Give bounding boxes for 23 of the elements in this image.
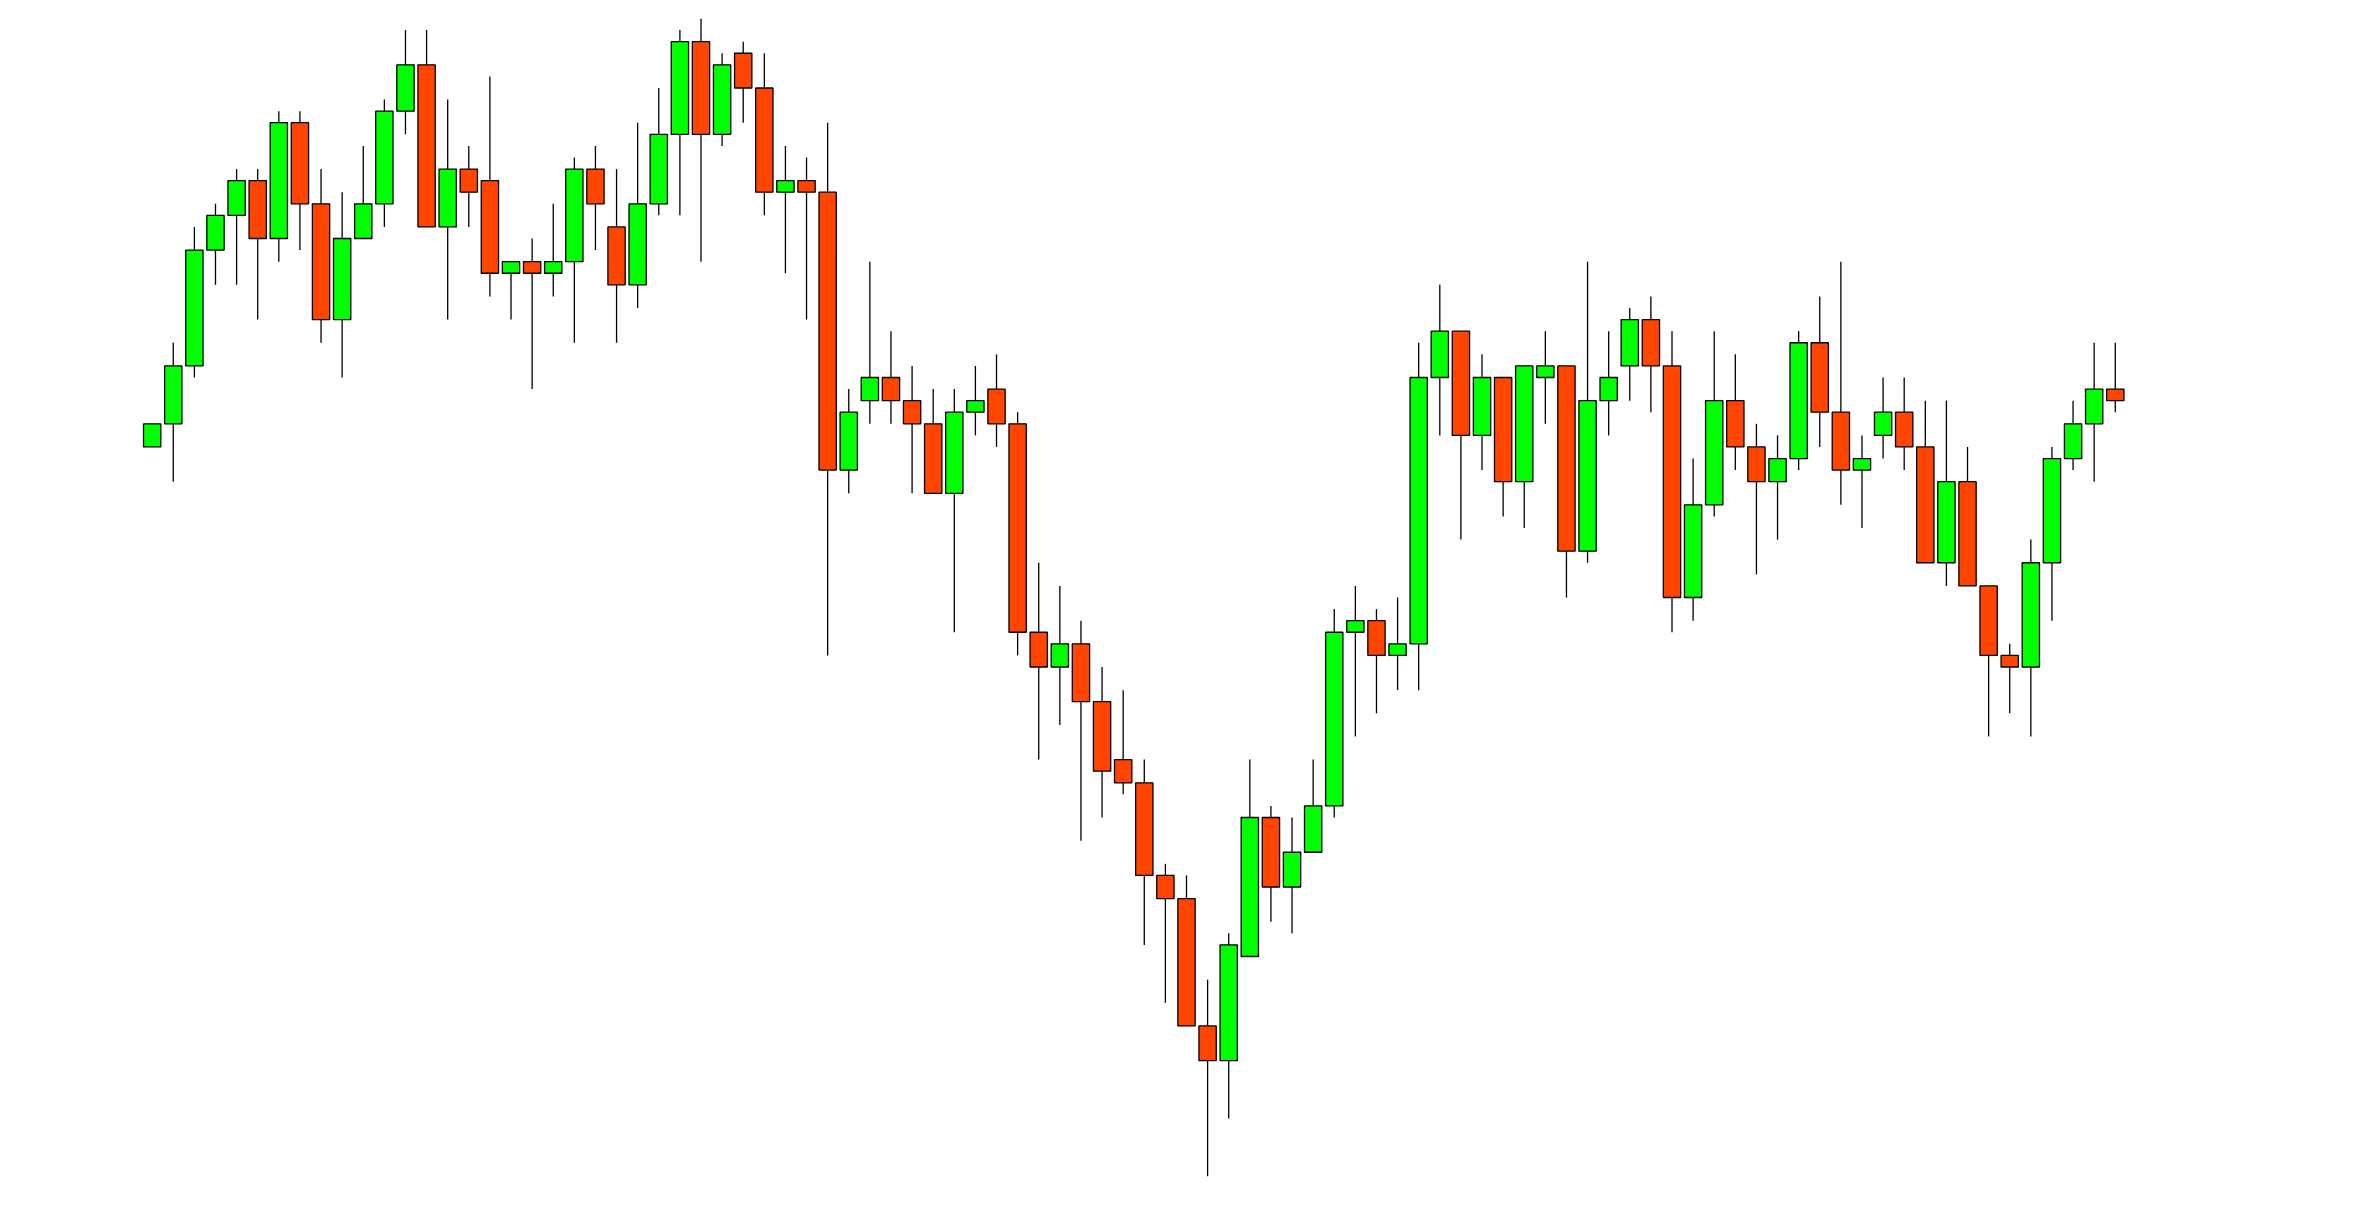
candlestick	[2105, 342, 2125, 413]
candlestick	[860, 261, 880, 425]
candlestick	[1050, 585, 1070, 726]
candlestick	[1113, 689, 1133, 796]
candlestick	[142, 423, 162, 448]
candlestick	[543, 203, 563, 298]
candlestick	[1873, 376, 1893, 460]
candlestick	[966, 365, 985, 437]
candlestick	[501, 261, 521, 321]
candlestick	[1388, 596, 1407, 691]
candlestick	[1346, 585, 1365, 738]
candlestick	[1768, 434, 1787, 541]
candlestick	[522, 237, 542, 390]
candlestick	[2000, 643, 2020, 714]
candlestick	[776, 145, 795, 274]
candlestick	[1599, 330, 1618, 437]
candlestick	[1156, 863, 1175, 1004]
candlestick	[1536, 330, 1555, 425]
candlestick	[902, 365, 922, 494]
candlestick	[797, 156, 816, 321]
candlestick	[459, 145, 479, 228]
candlestick	[1852, 434, 1872, 529]
candlestick	[881, 330, 901, 425]
